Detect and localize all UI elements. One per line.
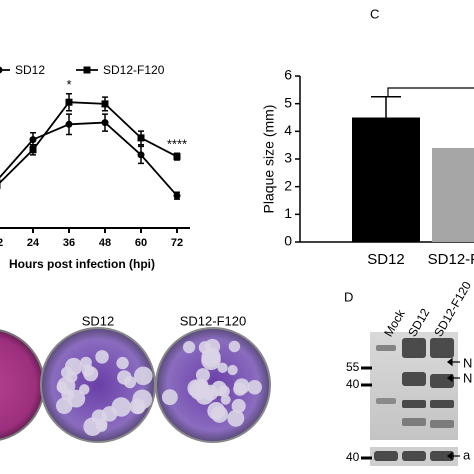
plaque [83,417,102,436]
x-axis-label: Hours post infection (hpi) [9,257,155,271]
y-tick-label: 6 [284,67,292,83]
x-tick-label: SD12 [367,251,405,268]
band-label: a [463,447,471,462]
annotation: * [66,77,71,92]
series-line [0,121,178,197]
point [101,119,109,127]
plaque [220,394,231,405]
error-bar [371,96,401,118]
bar [432,147,474,242]
y-tick-label: 4 [284,122,292,138]
point [65,120,73,128]
y-tick-label: 0 [284,233,292,249]
x-tick-label: 60 [135,237,147,249]
plaque [198,341,212,354]
marker-label: 55 [346,360,360,374]
plaque [228,340,241,353]
significance-bracket [387,87,474,96]
plaque [202,384,219,401]
point [137,134,145,142]
plaque [247,379,262,395]
marker-label: 40 [346,377,360,391]
x-tick-label: 36 [63,237,75,249]
plaque [79,384,90,395]
plaque [116,356,129,370]
point [173,192,181,200]
y-tick-label: 3 [284,150,292,166]
point [29,146,37,154]
plaque [95,350,109,364]
plaque [132,400,145,414]
band-label: N [463,355,472,370]
point [65,98,73,106]
y-tick-label: 1 [284,205,292,221]
panel-label: C [370,6,379,21]
legend-marker [0,66,3,74]
plate-label: SD12 [82,313,115,328]
point [101,100,109,108]
plaque [117,370,132,385]
plaque [207,401,226,420]
plaque [64,357,83,376]
x-tick-label: 24 [27,237,40,249]
point [0,182,1,189]
x-tick-label: 48 [99,237,111,249]
plaque [217,385,230,398]
x-tick-label: SD12-F120 [428,251,474,268]
plaque [56,397,73,414]
plaque [233,378,250,395]
plaque [217,362,228,373]
y-tick-label: 2 [284,177,292,193]
plaques [56,338,262,436]
marker-ticks [361,366,372,460]
band-arrows [447,357,460,461]
blot-bands [374,338,454,461]
lane-label: SD12-F120 [431,279,474,339]
plate [0,329,45,441]
plaque [227,364,238,376]
y-axis-label: Plaque size (mm) [261,105,277,214]
legend-marker [83,66,91,74]
point [29,136,37,144]
plaque [61,388,75,402]
plaque [231,398,246,414]
y-tick-label: 5 [284,94,292,110]
x-tick-label: 72 [171,237,183,249]
plaque [161,389,178,406]
plaque [182,341,196,354]
bar [352,117,420,242]
marker-label: 40 [346,450,360,464]
plaque [133,366,153,386]
plaque [101,406,118,422]
panel-label: D [344,289,353,304]
x-tick-label: 12 [0,237,3,249]
plate-label: SD12-F120 [180,313,246,328]
band-label: N [463,370,472,385]
annotation: **** [167,137,187,152]
point [173,153,181,161]
legend-label: SD12-F120 [103,63,165,77]
point [137,151,145,159]
plaque [81,364,94,377]
plaque [227,409,245,427]
series-line [0,101,178,184]
legend-label: SD12 [15,63,45,77]
plaque [195,368,210,383]
